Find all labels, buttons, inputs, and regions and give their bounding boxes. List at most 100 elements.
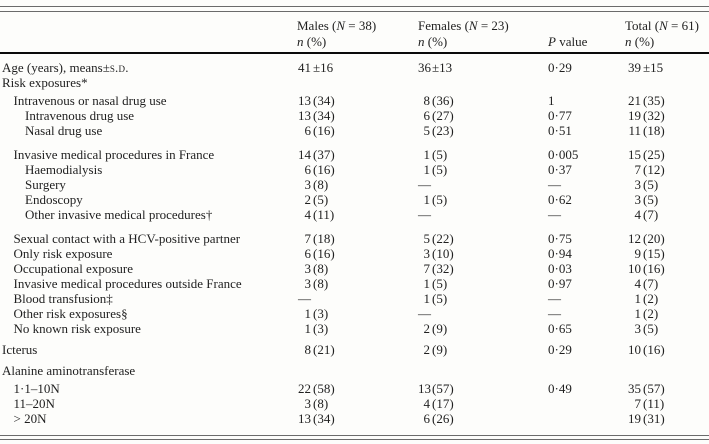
males-count: 7	[304, 231, 312, 246]
males-count: 4	[304, 207, 312, 222]
females-percent: ±13	[432, 60, 453, 75]
table-row: Intravenous or nasal drug use 13 (34) 8 …	[0, 93, 709, 108]
col-header-pvalue: P value	[548, 34, 588, 49]
males-count: 6	[304, 123, 312, 138]
total-count: 7	[634, 162, 642, 177]
males-count: 3	[304, 177, 312, 192]
row-label: Intravenous drug use	[25, 108, 135, 123]
total-count: 1	[634, 306, 642, 321]
row-label: Nasal drug use	[25, 123, 103, 138]
females-count: 8	[423, 93, 431, 108]
total-percent: (2)	[643, 291, 659, 306]
males-percent: (8)	[313, 396, 329, 411]
males-count: 1	[304, 306, 312, 321]
females-percent: (5)	[432, 147, 448, 162]
females-count: 2	[423, 321, 431, 336]
males-percent: (11)	[313, 207, 335, 222]
table-row: Invasive medical procedures in France 14…	[0, 147, 709, 162]
p-value: 0·75	[548, 231, 572, 246]
p-value: 0·97	[548, 276, 572, 291]
males-percent: ±16	[313, 60, 334, 75]
total-percent: (32)	[643, 108, 665, 123]
table-row: Only risk exposure 6 (16) 3 (10) 0·94 9 …	[0, 246, 709, 261]
females-percent: (10)	[432, 246, 454, 261]
total-count: 7	[634, 396, 642, 411]
males-percent: (16)	[313, 246, 335, 261]
table-row: Icterus 8 (21) 2 (9) 0·29 10 (16)	[0, 342, 709, 357]
females-percent: (5)	[432, 162, 448, 177]
top-rule-2	[0, 11, 709, 12]
total-count: 4	[634, 276, 642, 291]
males-count: 1	[304, 321, 312, 336]
row-label: Sexual contact with a HCV-positive partn…	[13, 231, 241, 246]
females-count: 13	[418, 381, 431, 396]
total-count: 21	[628, 93, 641, 108]
females-count: 36	[418, 60, 431, 75]
females-count: 2	[423, 342, 431, 357]
p-value: 0·65	[548, 321, 572, 336]
females-percent: (32)	[432, 261, 454, 276]
females-percent: (23)	[432, 123, 454, 138]
row-label: Risk exposures*	[2, 75, 88, 90]
total-percent: (35)	[643, 93, 665, 108]
total-percent: (11)	[643, 396, 665, 411]
row-label: Endoscopy	[25, 192, 83, 207]
row-label: Age (years), means±s.d.	[2, 60, 129, 75]
row-label: Alanine aminotransferase	[2, 363, 136, 378]
table-row: Blood transfusion‡ — 1 (5) — 1 (2)	[0, 291, 709, 306]
table-row: Intravenous drug use 13 (34) 6 (27) 0·77…	[0, 108, 709, 123]
males-count: 13	[298, 411, 311, 426]
females-count: 4	[423, 396, 431, 411]
table-row: Other invasive medical procedures† 4 (11…	[0, 207, 709, 222]
row-label: Invasive medical procedures outside Fran…	[13, 276, 242, 291]
total-count: 19	[628, 108, 641, 123]
females-percent: (27)	[432, 108, 454, 123]
males-count: 14	[298, 147, 311, 162]
females-count: 1	[423, 291, 431, 306]
p-value: 0·51	[548, 123, 572, 138]
col-header-males: Males (N = 38) n (%)	[297, 18, 377, 49]
males-percent: (8)	[313, 261, 329, 276]
p-value: 1	[548, 93, 555, 108]
table-row: Other risk exposures§ 1 (3) — — 1 (2)	[0, 306, 709, 321]
total-count: 19	[628, 411, 641, 426]
females-count: 1	[423, 162, 431, 177]
males-percent: (58)	[313, 381, 335, 396]
males-percent: (5)	[313, 192, 329, 207]
total-percent: (25)	[643, 147, 665, 162]
table-row: Endoscopy 2 (5) 1 (5) 0·62 3 (5)	[0, 192, 709, 207]
p-value: 0·49	[548, 381, 572, 396]
total-percent: (2)	[643, 306, 659, 321]
males-count: 13	[298, 93, 311, 108]
females-percent: (9)	[432, 342, 448, 357]
table-row: > 20N 13 (34) 6 (26) 19 (31)	[0, 411, 709, 426]
females-count: —	[418, 177, 431, 192]
p-value: 0·77	[548, 108, 572, 123]
males-percent: (34)	[313, 411, 335, 426]
table-row: Risk exposures*	[0, 75, 709, 90]
males-percent: (34)	[313, 108, 335, 123]
females-percent: (9)	[432, 321, 448, 336]
p-value: 0·37	[548, 162, 572, 177]
males-percent: (21)	[313, 342, 335, 357]
table-row: Nasal drug use 6 (16) 5 (23) 0·51 11 (18…	[0, 123, 709, 138]
males-count: 6	[304, 162, 312, 177]
total-percent: (57)	[643, 381, 665, 396]
females-percent: (26)	[432, 411, 454, 426]
table-body: Age (years), means±s.d. 41 ±16 36 ±13 0·…	[0, 54, 709, 435]
males-count: 41	[298, 60, 311, 75]
row-label: Invasive medical procedures in France	[13, 147, 215, 162]
total-count: 35	[628, 381, 641, 396]
table-row: Sexual contact with a HCV-positive partn…	[0, 231, 709, 246]
total-count: 1	[634, 291, 642, 306]
header-rule	[0, 52, 709, 54]
males-count: 3	[304, 261, 312, 276]
table-row: 1·1–10N 22 (58) 13 (57) 0·49 35 (57)	[0, 381, 709, 396]
p-value: —	[548, 177, 561, 192]
males-count: 8	[304, 342, 312, 357]
total-count: 12	[628, 231, 641, 246]
row-label: 11–20N	[13, 396, 55, 411]
p-value: 0·005	[548, 147, 579, 162]
total-count: 10	[628, 261, 641, 276]
